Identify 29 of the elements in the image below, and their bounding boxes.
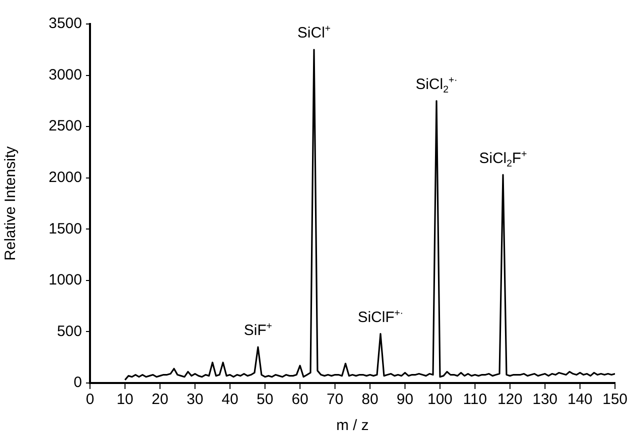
x-tick-label: 90: [396, 391, 414, 408]
x-tick-label: 70: [326, 391, 344, 408]
y-tick-label: 2500: [48, 118, 82, 135]
y-tick-label: 3000: [48, 66, 82, 84]
y-tick-label: 3500: [48, 15, 82, 32]
x-tick-label: 30: [186, 391, 204, 408]
x-tick-label: 10: [116, 391, 134, 408]
x-tick-label: 60: [292, 391, 308, 408]
annotation: SiClF+·: [358, 308, 404, 326]
x-tick-label: 50: [256, 391, 274, 408]
x-tick-label: 0: [86, 391, 94, 408]
y-tick-label: 0: [74, 374, 82, 392]
y-tick-label: 1500: [48, 220, 82, 238]
x-tick-label: 20: [152, 391, 168, 408]
annotation: SiCl+: [297, 24, 331, 42]
x-tick-label: 80: [362, 391, 378, 408]
x-tick-label: 140: [567, 391, 593, 408]
y-axis-title: Relative Intensity: [2, 146, 20, 261]
x-tick-label: 150: [602, 391, 628, 408]
x-tick-label: 40: [222, 391, 238, 408]
x-tick-label: 130: [532, 391, 558, 408]
x-tick-label: 120: [497, 391, 523, 408]
y-tick-label: 2000: [48, 169, 82, 186]
x-axis-title: m / z: [336, 417, 369, 434]
y-tick-label: 1000: [48, 272, 82, 289]
x-tick-label: 100: [427, 391, 453, 408]
y-tick-label: 500: [56, 322, 82, 340]
annotation: SiF+: [244, 321, 272, 340]
x-tick-label: 110: [463, 391, 487, 408]
